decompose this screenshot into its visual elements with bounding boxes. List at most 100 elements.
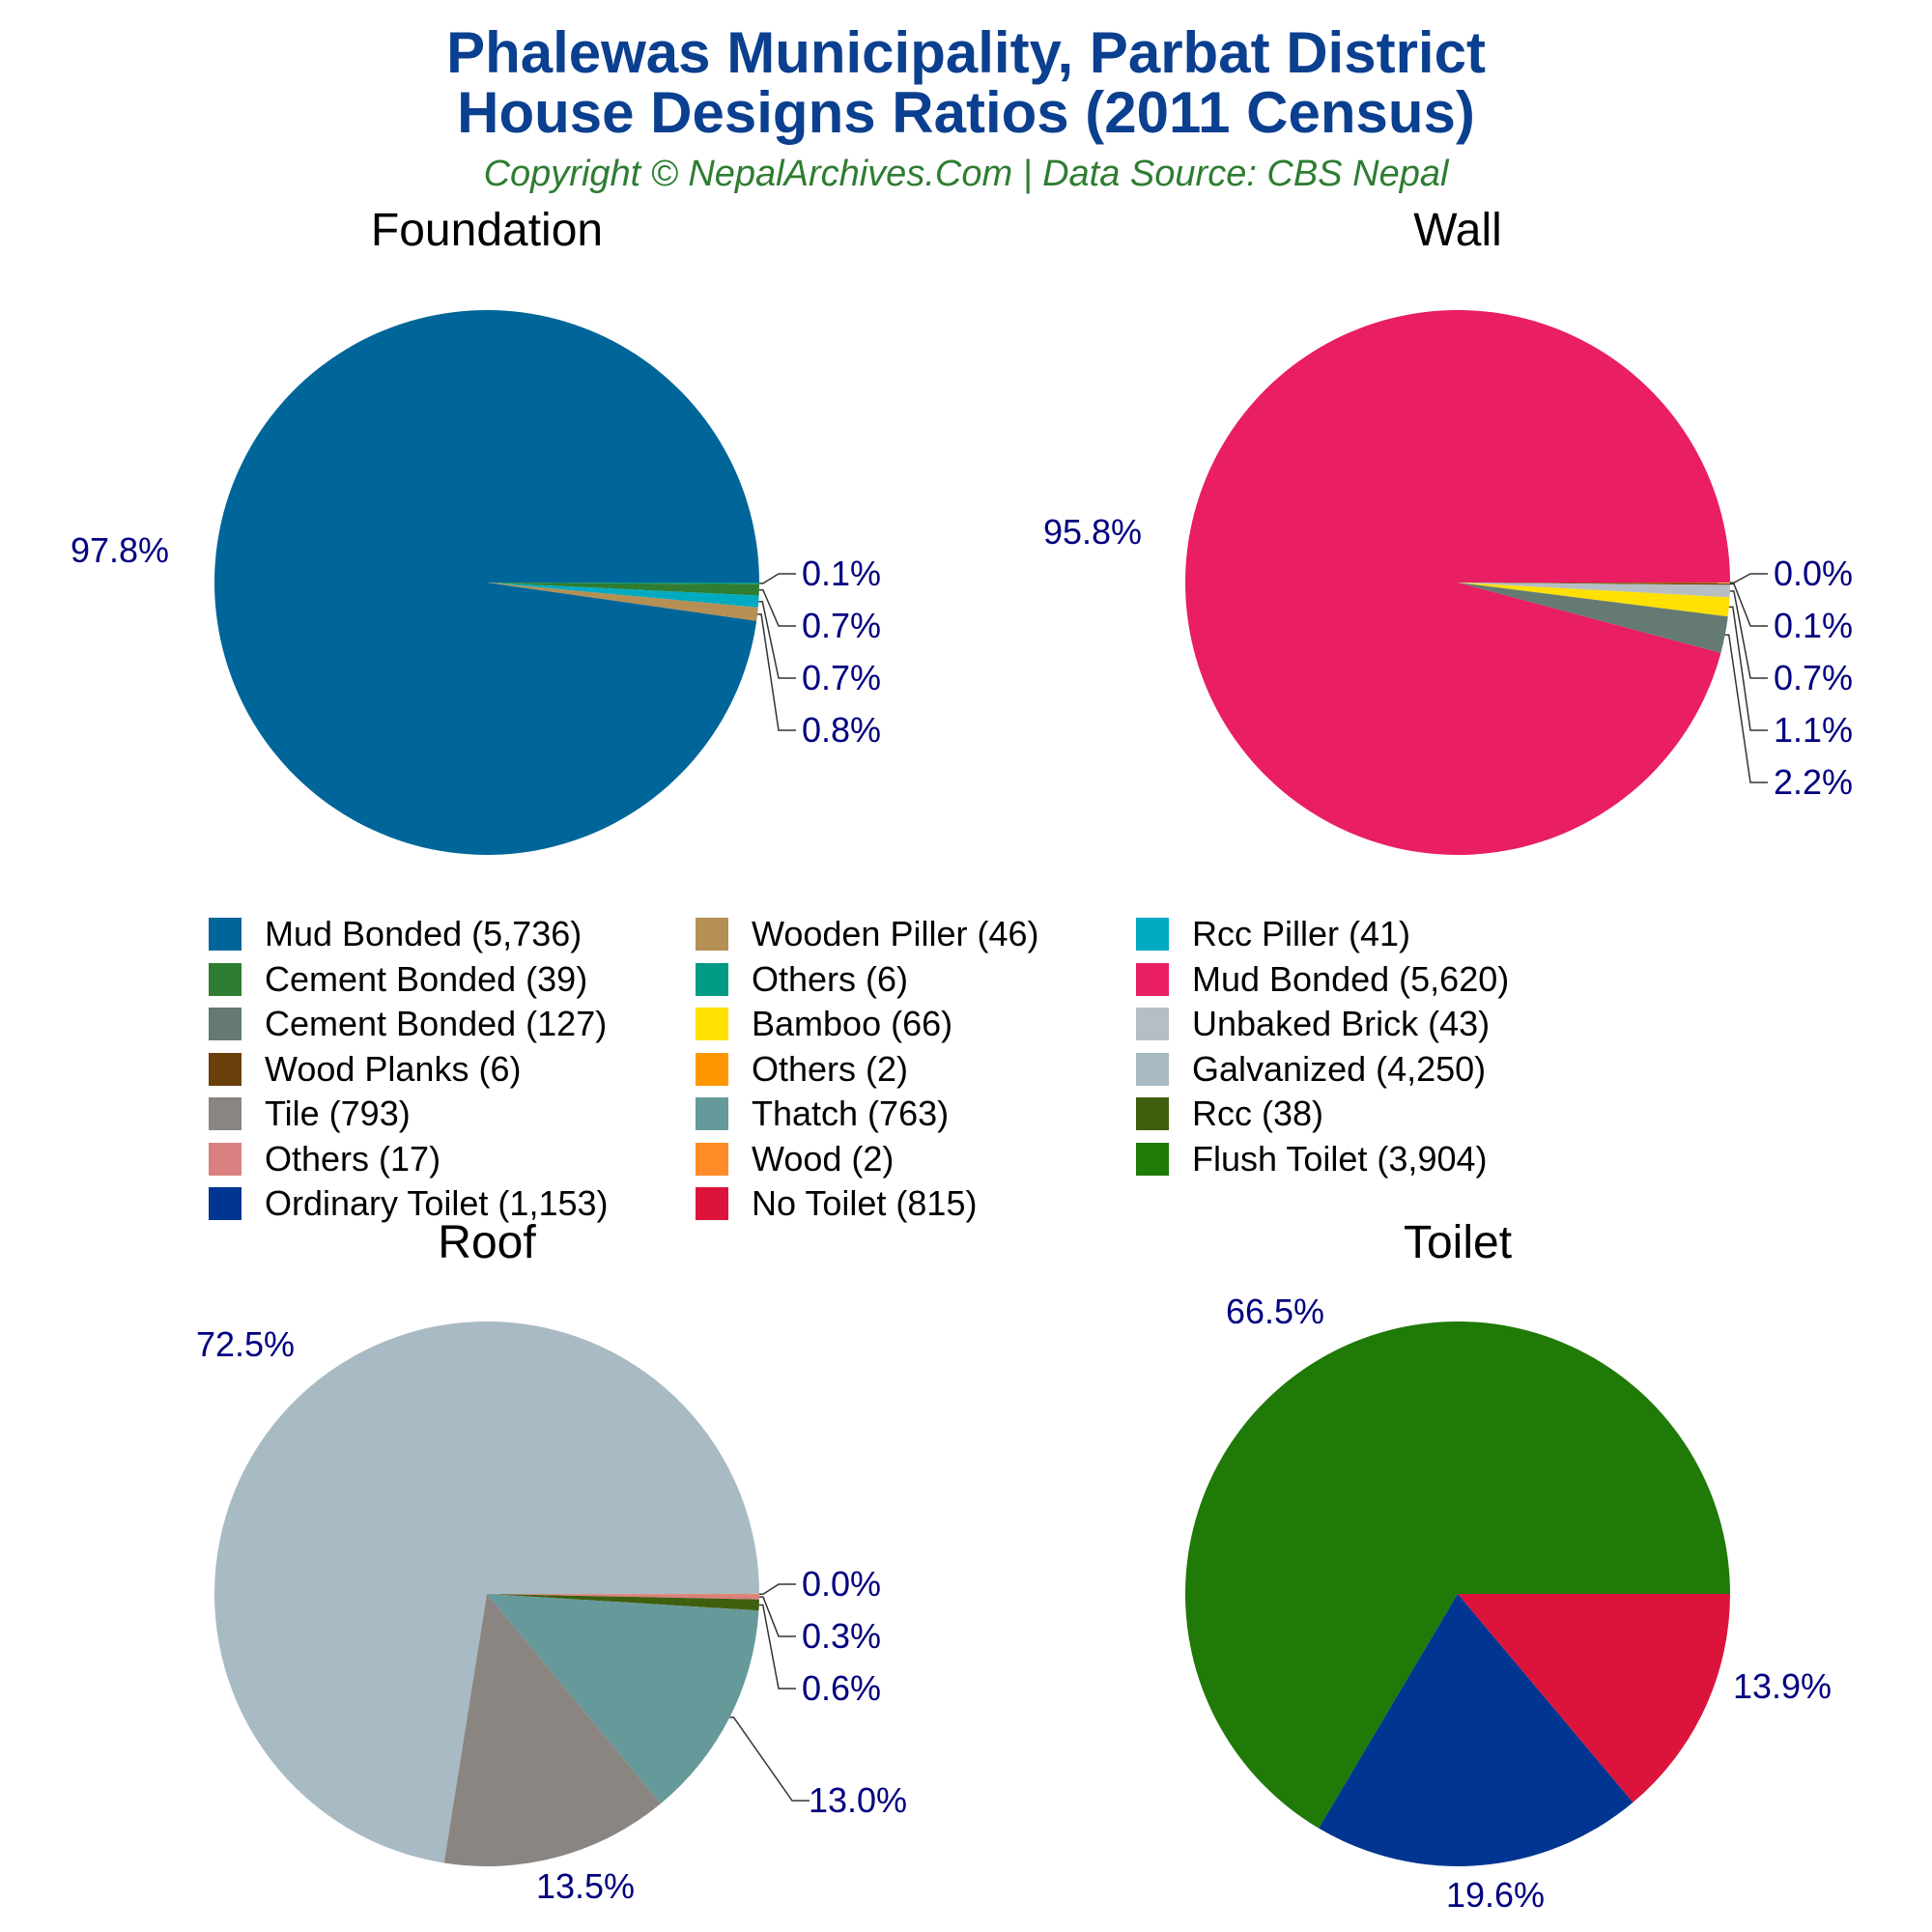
legend-swatch — [696, 1052, 728, 1086]
legend-label: Rcc Piller (41) — [1192, 914, 1411, 953]
roof-leader-line — [758, 1596, 796, 1637]
legend-swatch — [1136, 1097, 1169, 1130]
foundation-slice-rcc-piller — [487, 582, 759, 608]
toilet-percent-label: 66.5% — [1226, 1292, 1324, 1331]
legend-label: Flush Toilet (3,904) — [1192, 1138, 1488, 1179]
roof-slice-rcc — [487, 1594, 759, 1611]
foundation-percent-label: 0.1% — [802, 554, 881, 593]
legend-label: Thatch (763) — [752, 1094, 950, 1133]
legend-item: Mud Bonded (5,736) — [209, 912, 582, 956]
legend-swatch — [209, 1052, 242, 1086]
legend-item: Wood Planks (6) — [209, 1047, 521, 1092]
roof-percent-label: 72.5% — [196, 1324, 295, 1364]
toilet-slice-ordinary-toilet — [1319, 1594, 1634, 1866]
legend-label: Wood Planks (6) — [265, 1048, 522, 1089]
wall-leader-line — [1729, 582, 1768, 627]
toilet-slice-no-toilet — [1458, 1594, 1730, 1803]
legend-swatch — [696, 1097, 728, 1130]
legend-swatch — [209, 962, 242, 996]
legend-item: Bamboo (66) — [696, 1002, 952, 1046]
legend-swatch — [696, 962, 728, 996]
legend-label: Unbaked Brick (43) — [1192, 1004, 1491, 1043]
legend-item: Others (6) — [696, 957, 908, 1002]
legend-swatch — [209, 1008, 242, 1040]
legend-swatch — [696, 1142, 728, 1176]
legend-label: Mud Bonded (5,620) — [1192, 958, 1510, 999]
legend-label: Wooden Piller (46) — [752, 914, 1039, 953]
roof-chart-title: Roof — [438, 1217, 536, 1268]
foundation-leader-line — [757, 613, 796, 731]
legend-item: No Toilet (815) — [696, 1181, 977, 1226]
legend-label: Cement Bonded (127) — [265, 1004, 608, 1043]
legend-label: Ordinary Toilet (1,153) — [265, 1183, 609, 1223]
toilet-percent-label: 13.9% — [1733, 1666, 1832, 1706]
legend-swatch — [1136, 1052, 1169, 1086]
legend-swatch — [209, 1187, 242, 1220]
roof-percent-label: 13.5% — [536, 1866, 635, 1906]
legend-item: Rcc Piller (41) — [1136, 912, 1410, 956]
foundation-percent-label: 0.8% — [802, 710, 881, 750]
legend-swatch — [1136, 1142, 1169, 1176]
legend-item: Wooden Piller (46) — [696, 912, 1038, 956]
wall-slice-unbaked-brick — [1458, 582, 1730, 598]
foundation-chart-title: Foundation — [371, 205, 603, 256]
legend-label: Others (2) — [752, 1048, 909, 1089]
roof-slice-wood — [487, 1594, 759, 1595]
wall-leader-line — [1729, 573, 1768, 584]
chart-subtitle: Copyright © NepalArchives.Com | Data Sou… — [483, 154, 1449, 194]
roof-percent-label: 13.0% — [809, 1780, 907, 1820]
wall-slice-cement-bonded — [1458, 582, 1728, 653]
foundation-leader-line — [758, 601, 796, 679]
legend-item: Rcc (38) — [1136, 1092, 1323, 1136]
toilet-chart-title: Toilet — [1404, 1217, 1512, 1268]
legend-label: Wood (2) — [752, 1138, 895, 1179]
legend-swatch — [696, 1187, 728, 1220]
roof-percent-label: 0.3% — [802, 1616, 881, 1656]
wall-chart-title: Wall — [1413, 205, 1502, 256]
legend-label: Galvanized (4,250) — [1192, 1048, 1487, 1089]
legend-item: Mud Bonded (5,620) — [1136, 957, 1509, 1002]
wall-leader-line — [1728, 606, 1768, 731]
legend-item: Unbaked Brick (43) — [1136, 1002, 1490, 1046]
legend-item: Cement Bonded (127) — [209, 1002, 607, 1046]
wall-slice-wood-planks — [1458, 582, 1730, 585]
wall-slice-bamboo — [1458, 582, 1730, 617]
legend-label: Tile (793) — [265, 1094, 411, 1133]
foundation-slice-others — [487, 582, 759, 584]
toilet-slice-flush-toilet — [1185, 1321, 1730, 1829]
wall-percent-label: 0.7% — [1774, 658, 1853, 697]
roof-percent-label: 0.6% — [802, 1668, 881, 1708]
roof-slice-thatch — [487, 1594, 759, 1804]
legend-swatch — [696, 918, 728, 951]
legend-item: Others (2) — [696, 1047, 908, 1092]
legend-swatch — [209, 1097, 242, 1130]
legend-item: Tile (793) — [209, 1092, 411, 1136]
foundation-slice-mud-bonded — [214, 309, 759, 855]
legend-label: Mud Bonded (5,736) — [265, 914, 582, 953]
legend-item: Others (17) — [209, 1137, 440, 1181]
legend-swatch — [1136, 1008, 1169, 1040]
legend-label: Others (6) — [752, 958, 909, 999]
foundation-slice-wooden-piller — [487, 582, 758, 621]
legend-label: Bamboo (66) — [752, 1004, 953, 1043]
legend-swatch — [209, 918, 242, 951]
chart-title-line-2: House Designs Ratios (2011 Census) — [457, 80, 1475, 145]
roof-leader-line — [729, 1716, 810, 1802]
legend-item: Galvanized (4,250) — [1136, 1047, 1486, 1092]
legend-swatch — [696, 1008, 728, 1040]
foundation-percent-label: 0.7% — [802, 658, 881, 697]
roof-percent-label: 0.0% — [802, 1564, 881, 1604]
legend-label: No Toilet (815) — [752, 1183, 978, 1223]
chart-title-line-1: Phalewas Municipality, Parbat District — [446, 20, 1486, 85]
wall-percent-label: 0.0% — [1774, 554, 1853, 593]
wall-percent-label: 1.1% — [1774, 710, 1853, 750]
foundation-percent-label: 0.7% — [802, 606, 881, 645]
roof-slice-galvanized — [213, 1321, 759, 1863]
legend-item: Thatch (763) — [696, 1092, 949, 1136]
wall-percent-label: 2.2% — [1774, 762, 1853, 802]
wall-percent-label: 95.8% — [1043, 512, 1142, 552]
wall-percent-label: 0.1% — [1774, 606, 1853, 645]
legend-swatch — [209, 1142, 242, 1176]
legend-label: Cement Bonded (39) — [265, 958, 588, 999]
